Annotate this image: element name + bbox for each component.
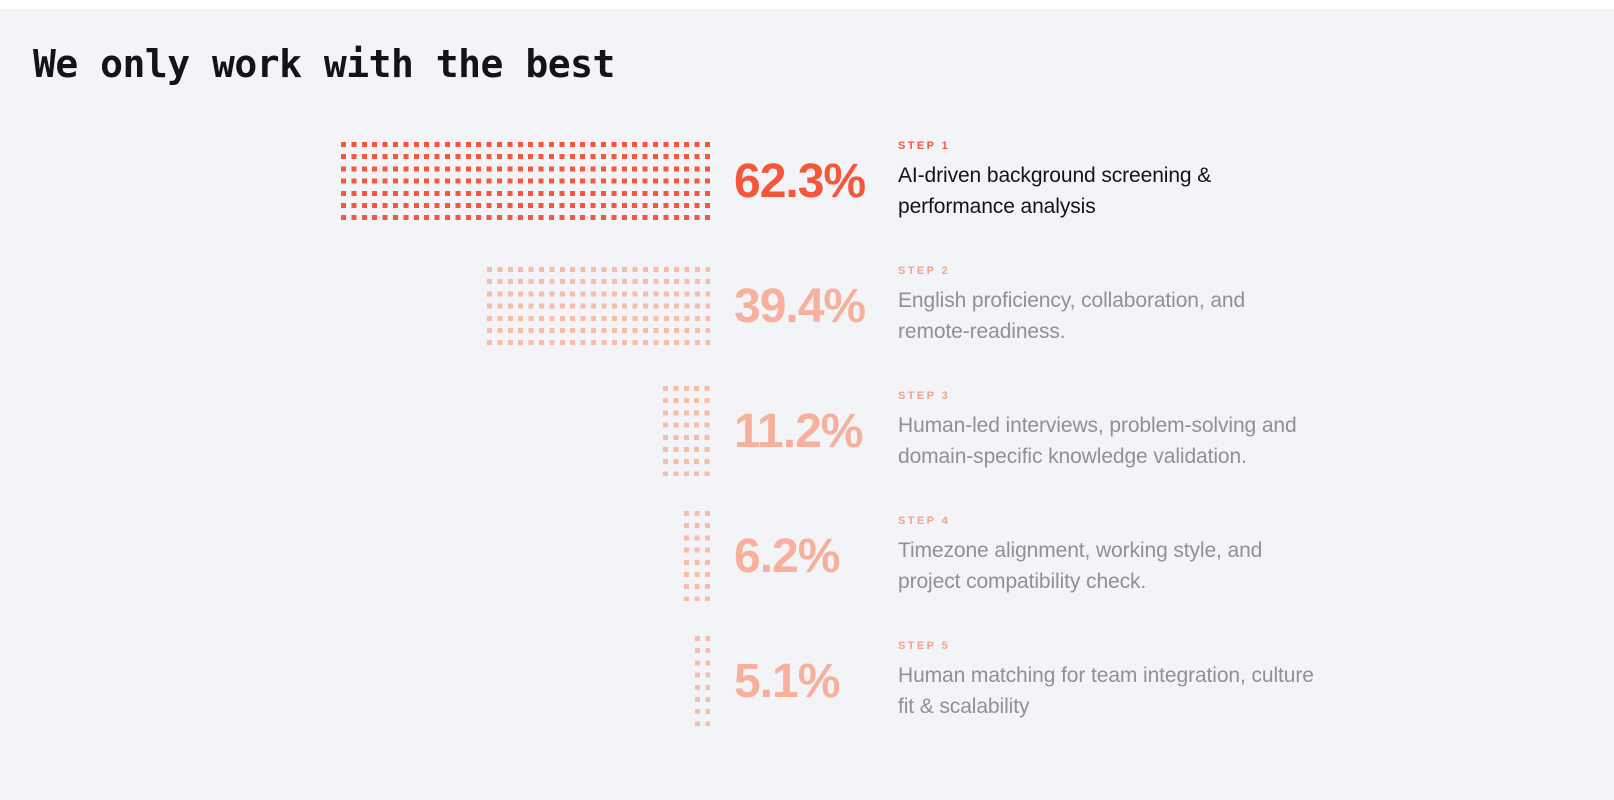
step-label: STEP 2	[898, 265, 951, 278]
percent-value: 11.2%	[734, 405, 863, 459]
step-info: STEP 4 Timezone alignment, working style…	[898, 515, 1368, 597]
page: We only work with the best 62.3% STEP 1 …	[33, 42, 1614, 727]
step-description-line: fit & scalability	[898, 695, 1030, 719]
step-description-line: AI-driven background screening &	[898, 164, 1212, 188]
dot-matrix	[684, 510, 710, 602]
step-description: Timezone alignment, working style, and p…	[898, 535, 1368, 597]
step-label: STEP 1	[898, 140, 951, 153]
step-description-line: English proficiency, collaboration, and	[898, 289, 1246, 313]
step-info: STEP 2 English proficiency, collaboratio…	[898, 265, 1368, 347]
page-title: We only work with the best	[33, 42, 615, 86]
dot-matrix	[694, 635, 710, 727]
step-info: STEP 5 Human matching for team integrati…	[898, 640, 1368, 722]
step-description: AI-driven background screening & perform…	[898, 160, 1368, 222]
step-label: STEP 5	[898, 640, 951, 653]
step-row-1: 62.3% STEP 1 AI-driven background screen…	[330, 136, 1614, 227]
step-description: Human-led interviews, problem-solving an…	[898, 410, 1368, 472]
steps-list: 62.3% STEP 1 AI-driven background screen…	[330, 136, 1614, 727]
percent-value: 39.4%	[734, 280, 866, 334]
step-description-line: domain-specific knowledge validation.	[898, 445, 1247, 469]
step-info: STEP 3 Human-led interviews, problem-sol…	[898, 390, 1368, 472]
step-label: STEP 4	[898, 515, 951, 528]
step-description-line: Human matching for team integration, cul…	[898, 664, 1314, 688]
step-row-2: 39.4% STEP 2 English proficiency, collab…	[330, 261, 1614, 352]
percent-value: 6.2%	[734, 530, 840, 584]
top-strip	[0, 0, 1614, 9]
dot-matrix	[663, 385, 710, 477]
step-description-line: project compatibility check.	[898, 570, 1147, 594]
step-label: STEP 3	[898, 390, 951, 403]
dot-matrix	[486, 267, 710, 346]
percent-value: 62.3%	[734, 155, 866, 209]
step-description-line: Timezone alignment, working style, and	[898, 539, 1263, 563]
step-row-5: 5.1% STEP 5 Human matching for team inte…	[330, 635, 1614, 727]
percent-value: 5.1%	[734, 655, 840, 709]
dot-matrix	[341, 142, 710, 221]
step-description-line: performance analysis	[898, 195, 1096, 219]
step-info: STEP 1 AI-driven background screening & …	[898, 140, 1368, 222]
step-description: English proficiency, collaboration, and …	[898, 285, 1368, 347]
step-description: Human matching for team integration, cul…	[898, 660, 1368, 722]
step-description-line: Human-led interviews, problem-solving an…	[898, 414, 1297, 438]
step-description-line: remote-readiness.	[898, 320, 1066, 344]
step-row-4: 6.2% STEP 4 Timezone alignment, working …	[330, 510, 1614, 602]
step-row-3: 11.2% STEP 3 Human-led interviews, probl…	[330, 385, 1614, 477]
